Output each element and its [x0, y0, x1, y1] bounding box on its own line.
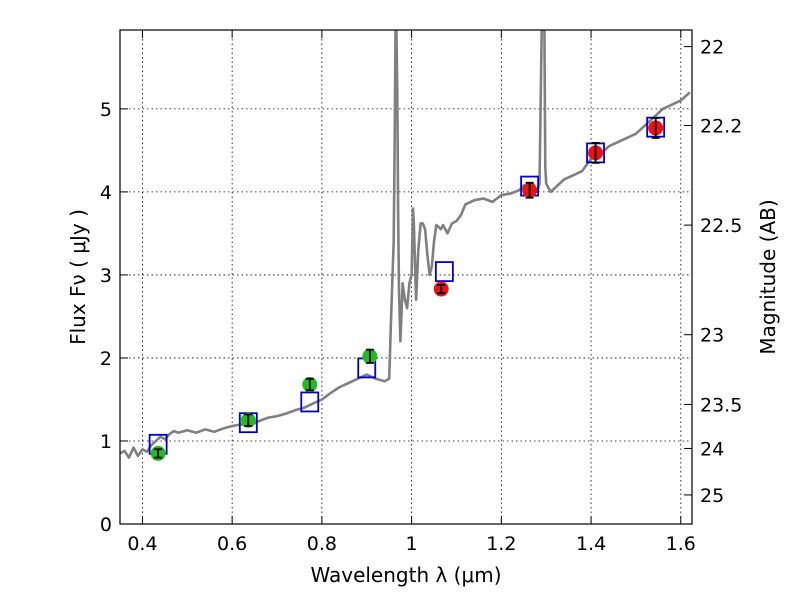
y2-tick-label: 22.2 — [700, 115, 742, 137]
x-tick-label: 1.4 — [576, 533, 606, 555]
plot-frame — [119, 29, 693, 525]
plot-area — [120, 30, 691, 461]
spectrum-line — [120, 30, 691, 459]
y-tick-label: 0 — [100, 514, 112, 536]
y-axis-title: Flux Fν ( μJy ) — [66, 209, 90, 345]
y-tick-label: 2 — [100, 348, 112, 370]
y2-tick-label: 23 — [700, 325, 724, 347]
grid — [120, 30, 692, 525]
y2-tick-label: 22 — [700, 37, 724, 59]
y2-axis-title: Magnitude (AB) — [756, 199, 780, 354]
x-tick-label: 1.6 — [666, 533, 696, 555]
x-tick-label: 1.2 — [486, 533, 516, 555]
x-axis-title: Wavelength λ (μm) — [310, 563, 501, 587]
y2-tick-label: 24 — [700, 438, 724, 460]
y-tick-label: 1 — [100, 431, 112, 453]
y-tick-label: 4 — [100, 182, 112, 204]
x-tick-label: 1 — [406, 533, 418, 555]
x-tick-label: 0.4 — [127, 533, 157, 555]
y2-tick-label: 25 — [700, 485, 724, 507]
x-tick-label: 0.6 — [217, 533, 247, 555]
model-flux-square — [434, 261, 454, 283]
model-flux-square — [300, 391, 320, 413]
x-tick-label: 0.8 — [307, 533, 337, 555]
y-tick-label: 3 — [100, 265, 112, 287]
axes: 0.4 0.6 0.8 1 1.2 1.4 1.60123452222.222.52323.… — [100, 30, 742, 555]
y2-tick-label: 22.5 — [700, 215, 742, 237]
y2-tick-label: 23.5 — [700, 394, 742, 416]
y-tick-label: 5 — [100, 99, 112, 121]
